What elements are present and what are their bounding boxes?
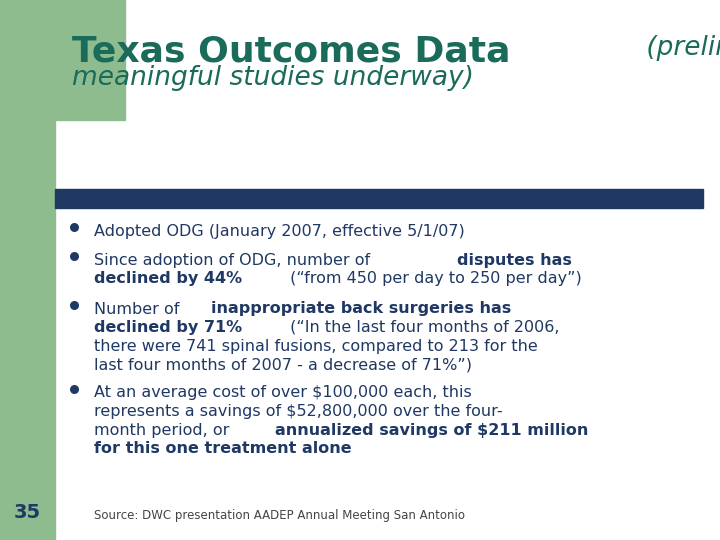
Text: represents a savings of $52,800,000 over the four-: represents a savings of $52,800,000 over… [94, 404, 503, 419]
Text: meaningful studies underway): meaningful studies underway) [72, 65, 474, 91]
Text: Since adoption of ODG, number of: Since adoption of ODG, number of [94, 253, 375, 267]
Text: month period, or: month period, or [94, 422, 235, 437]
Text: At an average cost of over $100,000 each, this: At an average cost of over $100,000 each… [94, 386, 472, 401]
Text: disputes has: disputes has [457, 253, 572, 267]
Bar [55, 189, 703, 208]
Text: Source: DWC presentation AADEP Annual Meeting San Antonio: Source: DWC presentation AADEP Annual Me… [94, 509, 465, 522]
Text: for this one treatment alone: for this one treatment alone [94, 441, 351, 456]
Text: annualized savings of $211 million: annualized savings of $211 million [275, 422, 589, 437]
Text: Texas Outcomes Data: Texas Outcomes Data [72, 35, 510, 69]
Text: last four months of 2007 - a decrease of 71%”): last four months of 2007 - a decrease of… [94, 357, 472, 372]
Text: declined by 71%: declined by 71% [94, 320, 242, 335]
Text: (“In the last four months of 2006,: (“In the last four months of 2006, [285, 320, 559, 335]
Text: there were 741 spinal fusions, compared to 213 for the: there were 741 spinal fusions, compared … [94, 339, 538, 354]
Text: (preliminary –: (preliminary – [638, 35, 720, 61]
Text: declined by 44%: declined by 44% [94, 271, 242, 286]
Bar [0, 0, 55, 540]
Text: (“from 450 per day to 250 per day”): (“from 450 per day to 250 per day”) [285, 271, 582, 286]
Text: 35: 35 [14, 503, 40, 522]
Text: Adopted ODG (January 2007, effective 5/1/07): Adopted ODG (January 2007, effective 5/1… [94, 224, 464, 239]
Text: inappropriate back surgeries has: inappropriate back surgeries has [211, 301, 511, 316]
Bar [0, 0, 125, 120]
Text: Number of: Number of [94, 301, 184, 316]
